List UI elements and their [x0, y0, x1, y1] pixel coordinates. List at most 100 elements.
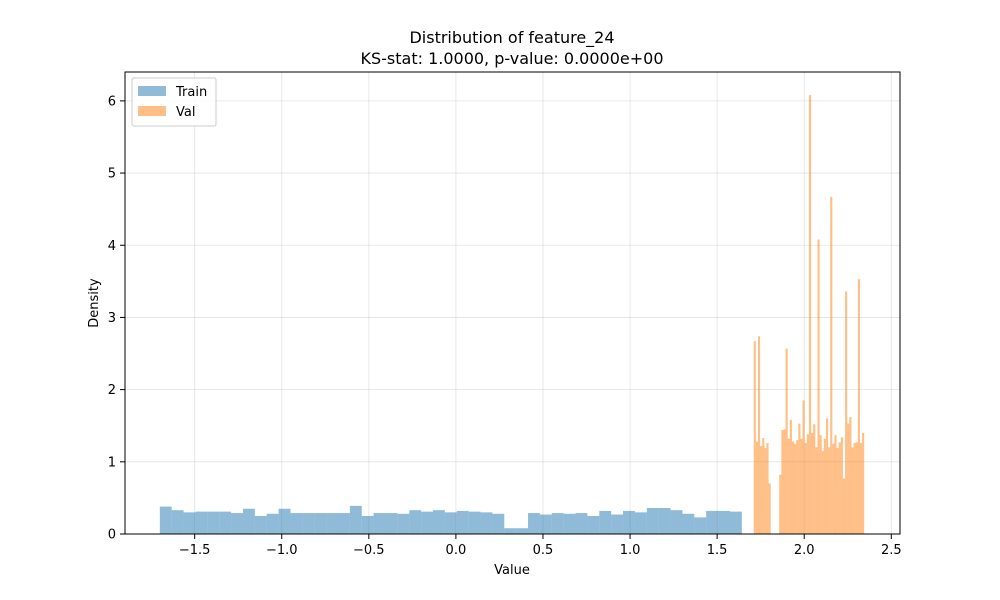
bar-val [785, 348, 788, 534]
y-tick-label: 4 [108, 239, 116, 254]
x-tick-label: 2.0 [794, 543, 815, 558]
bar-val [811, 432, 814, 534]
bar-train [444, 512, 457, 534]
x-axis-ticks: −1.5 −1.0 −0.5 0.0 0.5 1.0 1.5 2.0 2.5 [179, 534, 902, 558]
bar-val [851, 447, 854, 534]
bar-train [729, 511, 742, 534]
bar-val [859, 443, 863, 534]
bar-train [231, 513, 243, 534]
bar-train [706, 510, 719, 534]
y-tick-label: 1 [108, 455, 116, 470]
bar-train [183, 512, 196, 534]
bar-val [821, 450, 824, 534]
x-tick-label: 0.5 [533, 543, 554, 558]
y-tick-label: 2 [108, 383, 116, 398]
bar-train [563, 513, 576, 534]
bar-val [757, 336, 761, 534]
bar-val [847, 423, 850, 534]
bar-val [862, 432, 865, 534]
bar-train [456, 510, 469, 534]
x-tick-label: −1.0 [266, 543, 298, 558]
bar-train [266, 513, 279, 534]
bar-val [832, 443, 835, 534]
bar-val [789, 419, 792, 534]
y-tick-label: 3 [108, 311, 116, 326]
bar-train [433, 510, 445, 534]
x-tick-label: −0.5 [353, 543, 385, 558]
bar-val [808, 95, 812, 534]
bar-val [791, 441, 795, 534]
bar-train [694, 517, 707, 534]
legend-label-train: Train [175, 85, 207, 100]
bar-train [254, 515, 267, 534]
bar-val [840, 437, 843, 534]
bar-train [421, 511, 434, 534]
bar-val [753, 341, 756, 534]
bar-val [825, 418, 829, 534]
bar-val [823, 438, 826, 534]
bar-train [539, 514, 552, 534]
y-tick-label: 5 [108, 167, 116, 182]
bar-val [828, 447, 831, 534]
bar-val [815, 447, 818, 534]
bar-train [575, 513, 588, 534]
bar-train [670, 510, 683, 534]
bar-val [800, 438, 803, 534]
bar-train [171, 510, 184, 534]
legend: Train Val [131, 77, 217, 127]
bar-train [290, 513, 303, 534]
plot-frame [124, 71, 901, 535]
bar-train [337, 513, 350, 534]
bar-train [611, 514, 624, 534]
bar-val [857, 279, 860, 534]
bar-val [798, 423, 801, 534]
bar-train [385, 513, 398, 534]
bar-train [278, 508, 291, 534]
bar-val [842, 478, 846, 534]
bar-val [768, 483, 771, 534]
bar-train [242, 508, 255, 534]
bar-val [802, 400, 805, 534]
x-tick-label: 1.0 [620, 543, 641, 558]
bar-val [783, 429, 786, 534]
bar-val [817, 239, 820, 534]
bar-train [646, 508, 659, 534]
y-tick-label: 6 [108, 94, 116, 109]
bar-train [516, 528, 529, 534]
bar-val [853, 443, 856, 534]
bar-val [755, 441, 758, 534]
chart-title-line2: KS-stat: 1.0000, p-value: 0.0000e+00 [360, 49, 663, 68]
x-tick-label: 1.5 [707, 543, 728, 558]
bar-val [787, 438, 790, 534]
bar-train [658, 508, 671, 534]
legend-swatch-train [138, 86, 166, 96]
bar-train [587, 515, 600, 534]
bar-train [314, 513, 327, 534]
bar-val [764, 448, 767, 534]
bar-train [480, 512, 493, 534]
bar-val [766, 443, 769, 534]
bar-val [838, 442, 841, 534]
bar-val [804, 443, 807, 534]
y-tick-label: 0 [108, 528, 116, 543]
x-axis-label: Value [494, 563, 530, 578]
bar-train [468, 511, 481, 534]
bar-val [813, 424, 816, 534]
bar-train [302, 513, 315, 534]
bar-train [397, 513, 410, 534]
bar-train [349, 505, 362, 534]
bar-train [623, 510, 635, 534]
bar-train [634, 512, 647, 534]
bar-train [718, 510, 730, 534]
bar-train [219, 511, 232, 534]
bar-val [760, 445, 763, 534]
bar-train [528, 513, 540, 534]
bar-val [779, 474, 782, 534]
legend-swatch-val [138, 106, 166, 116]
bar-val [781, 430, 784, 534]
bar-val [834, 435, 837, 534]
x-tick-label: −1.5 [179, 543, 211, 558]
bar-val [836, 448, 839, 534]
bar-train [207, 511, 220, 534]
